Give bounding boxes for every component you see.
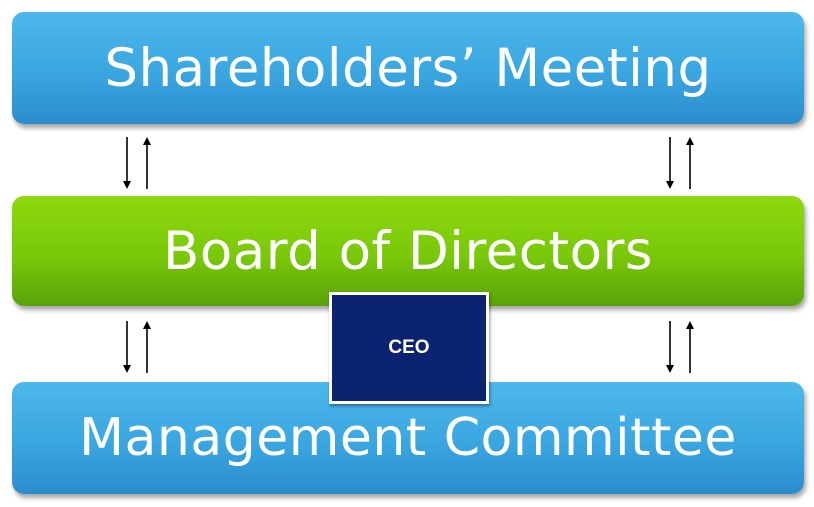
management-committee-box: Management Committee — [12, 382, 804, 494]
ceo-box: CEO — [329, 292, 489, 404]
management-committee-label: Management Committee — [79, 408, 737, 468]
board-of-directors-box: Board of Directors — [12, 196, 804, 306]
board-of-directors-label: Board of Directors — [162, 220, 654, 282]
bidirectional-arrow-icon — [661, 133, 701, 193]
shareholders-meeting-label: Shareholders’ Meeting — [104, 37, 712, 99]
shareholders-meeting-box: Shareholders’ Meeting — [12, 12, 804, 124]
bidirectional-arrow-icon — [661, 317, 701, 377]
bidirectional-arrow-icon — [118, 317, 158, 377]
ceo-label: CEO — [388, 337, 430, 358]
bidirectional-arrow-icon — [118, 133, 158, 193]
